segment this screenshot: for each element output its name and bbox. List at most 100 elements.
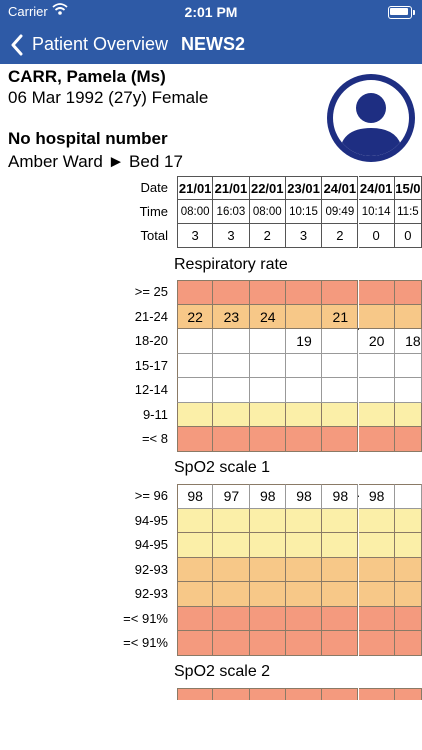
time-cell[interactable]: 10:14 xyxy=(358,200,395,224)
spo2-cell[interactable] xyxy=(213,508,250,533)
resp-cell[interactable] xyxy=(177,353,214,378)
resp-cell[interactable] xyxy=(213,427,250,452)
spo2-cell[interactable] xyxy=(213,533,250,558)
spo2-cell[interactable] xyxy=(177,484,214,509)
resp-cell[interactable] xyxy=(249,353,286,378)
resp-cell[interactable] xyxy=(394,329,422,354)
spo2-cell[interactable] xyxy=(322,631,359,656)
spo2-cell[interactable] xyxy=(358,606,395,631)
spo2b-cell[interactable] xyxy=(177,688,214,700)
spo2-cell[interactable] xyxy=(177,557,214,582)
spo2-cell[interactable] xyxy=(177,631,214,656)
spo2-cell[interactable] xyxy=(213,631,250,656)
resp-cell[interactable] xyxy=(322,427,359,452)
resp-cell[interactable] xyxy=(358,378,395,403)
resp-cell[interactable] xyxy=(249,402,286,427)
spo2-cell[interactable] xyxy=(285,582,323,607)
total-cell[interactable]: 3 xyxy=(177,224,214,248)
resp-cell[interactable] xyxy=(285,427,323,452)
spo2-cell[interactable] xyxy=(213,606,250,631)
time-cell[interactable]: 08:00 xyxy=(177,200,214,224)
spo2-cell[interactable] xyxy=(177,582,214,607)
resp-cell[interactable] xyxy=(177,427,214,452)
spo2b-cell[interactable] xyxy=(249,688,286,700)
total-cell[interactable]: 2 xyxy=(249,224,286,248)
resp-cell[interactable] xyxy=(213,304,250,329)
resp-cell[interactable] xyxy=(322,280,359,305)
date-cell[interactable]: 21/01 xyxy=(177,176,214,200)
spo2-cell[interactable] xyxy=(322,606,359,631)
spo2-cell[interactable] xyxy=(249,631,286,656)
resp-cell[interactable] xyxy=(358,280,395,305)
date-cell[interactable]: 22/01 xyxy=(249,176,286,200)
spo2-cell[interactable] xyxy=(322,557,359,582)
spo2b-cell[interactable] xyxy=(322,688,359,700)
date-cell[interactable]: 21/01 xyxy=(213,176,250,200)
resp-cell[interactable] xyxy=(249,329,286,354)
resp-cell[interactable] xyxy=(394,427,422,452)
resp-cell[interactable] xyxy=(394,378,422,403)
resp-cell[interactable] xyxy=(358,329,395,354)
spo2-cell[interactable] xyxy=(285,508,323,533)
spo2-cell[interactable] xyxy=(249,582,286,607)
resp-cell[interactable] xyxy=(285,304,323,329)
spo2-cell[interactable] xyxy=(322,582,359,607)
resp-cell[interactable] xyxy=(358,427,395,452)
resp-cell[interactable] xyxy=(322,329,359,354)
spo2-cell[interactable] xyxy=(358,508,395,533)
resp-cell[interactable] xyxy=(394,353,422,378)
resp-cell[interactable] xyxy=(177,280,214,305)
spo2-cell[interactable] xyxy=(358,533,395,558)
spo2-cell[interactable] xyxy=(177,533,214,558)
spo2-cell[interactable] xyxy=(394,508,422,533)
time-cell[interactable]: 10:15 xyxy=(285,200,323,224)
date-cell[interactable]: 15/0 xyxy=(394,176,422,200)
resp-cell[interactable] xyxy=(358,402,395,427)
spo2-cell[interactable] xyxy=(358,557,395,582)
resp-cell[interactable] xyxy=(285,329,323,354)
date-cell[interactable]: 24/01 xyxy=(358,176,395,200)
resp-cell[interactable] xyxy=(177,329,214,354)
spo2-cell[interactable] xyxy=(285,557,323,582)
spo2-cell[interactable] xyxy=(394,631,422,656)
resp-cell[interactable] xyxy=(285,280,323,305)
spo2-cell[interactable] xyxy=(249,606,286,631)
spo2b-cell[interactable] xyxy=(358,688,395,700)
spo2-cell[interactable] xyxy=(177,508,214,533)
total-cell[interactable]: 2 xyxy=(322,224,359,248)
spo2-cell[interactable] xyxy=(213,557,250,582)
spo2-cell[interactable] xyxy=(358,631,395,656)
spo2-cell[interactable] xyxy=(394,582,422,607)
resp-cell[interactable] xyxy=(213,402,250,427)
resp-cell[interactable] xyxy=(285,378,323,403)
resp-cell[interactable] xyxy=(249,427,286,452)
resp-cell[interactable] xyxy=(213,329,250,354)
resp-cell[interactable] xyxy=(322,402,359,427)
resp-cell[interactable] xyxy=(322,378,359,403)
spo2-cell[interactable] xyxy=(285,631,323,656)
resp-cell[interactable] xyxy=(358,353,395,378)
spo2b-cell[interactable] xyxy=(213,688,250,700)
resp-cell[interactable] xyxy=(177,402,214,427)
resp-cell[interactable] xyxy=(213,353,250,378)
spo2-cell[interactable] xyxy=(249,533,286,558)
spo2-cell[interactable] xyxy=(358,484,395,509)
spo2-cell[interactable] xyxy=(285,533,323,558)
spo2-cell[interactable] xyxy=(394,557,422,582)
resp-cell[interactable] xyxy=(394,280,422,305)
spo2-cell[interactable] xyxy=(322,508,359,533)
spo2-cell[interactable] xyxy=(394,533,422,558)
spo2-cell[interactable] xyxy=(213,582,250,607)
date-cell[interactable]: 24/01 xyxy=(322,176,359,200)
resp-cell[interactable] xyxy=(177,378,214,403)
resp-cell[interactable] xyxy=(322,304,359,329)
time-cell[interactable]: 09:49 xyxy=(322,200,359,224)
resp-cell[interactable] xyxy=(249,280,286,305)
spo2-cell[interactable] xyxy=(358,582,395,607)
spo2-cell[interactable] xyxy=(249,508,286,533)
spo2b-cell[interactable] xyxy=(285,688,323,700)
total-cell[interactable]: 0 xyxy=(358,224,395,248)
total-cell[interactable]: 3 xyxy=(213,224,250,248)
time-cell[interactable]: 16:03 xyxy=(213,200,250,224)
resp-cell[interactable] xyxy=(394,304,422,329)
